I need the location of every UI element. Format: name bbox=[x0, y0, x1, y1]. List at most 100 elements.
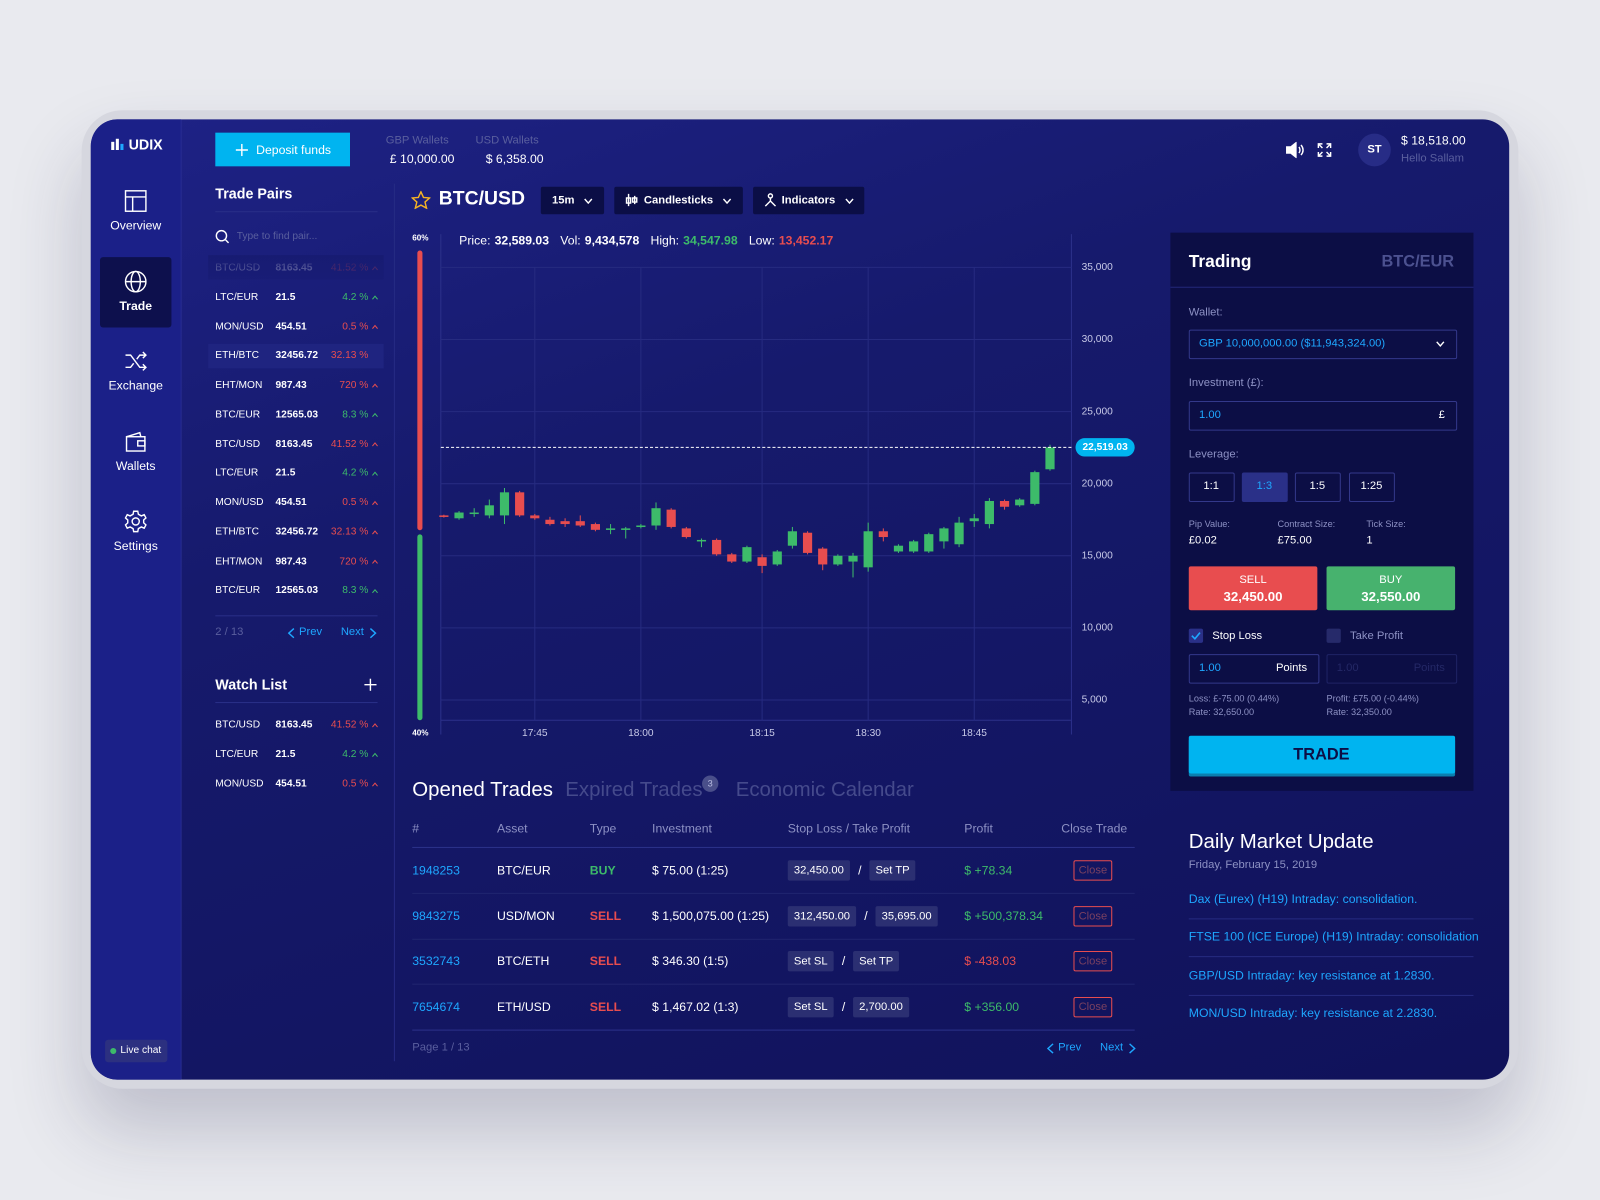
buy-button[interactable] bbox=[1326, 566, 1456, 611]
column-header: Asset bbox=[496, 821, 528, 836]
investment: $ 75.00 (1:25) bbox=[652, 863, 729, 878]
leverage-option[interactable] bbox=[1241, 472, 1288, 503]
leverage-label[interactable]: 1:25 bbox=[1360, 480, 1383, 493]
nav-item[interactable]: Settings bbox=[113, 538, 158, 553]
points-input[interactable] bbox=[1326, 654, 1458, 684]
live-chat[interactable]: Live chat bbox=[120, 1044, 162, 1057]
investment-input[interactable] bbox=[1188, 401, 1458, 431]
close-button[interactable]: Close bbox=[1073, 905, 1113, 927]
pair-name[interactable]: ETH/BTC bbox=[215, 350, 259, 362]
divider bbox=[412, 938, 1135, 940]
pair-name[interactable]: ETH/BTC bbox=[215, 526, 259, 538]
greeting: Hello Sallam bbox=[1401, 152, 1465, 165]
tab[interactable]: Economic Calendar bbox=[735, 778, 914, 802]
favorite-star[interactable] bbox=[411, 190, 431, 210]
candle-body bbox=[575, 521, 585, 526]
trade-button[interactable] bbox=[1188, 735, 1456, 774]
add-watch-button[interactable] bbox=[364, 678, 377, 691]
points-input[interactable] bbox=[1188, 654, 1320, 684]
tab[interactable]: Expired Trades bbox=[565, 778, 703, 802]
pair-name[interactable]: BTC/EUR bbox=[215, 409, 261, 421]
pair-name[interactable]: MON/USD bbox=[215, 320, 264, 333]
news-item[interactable]: MON/USD Intraday: key resistance at 2.28… bbox=[1188, 1006, 1438, 1021]
take-profit[interactable]: Set TP bbox=[853, 951, 900, 972]
prev-button[interactable]: Prev bbox=[298, 625, 323, 639]
chart-type[interactable]: Candlesticks bbox=[643, 194, 714, 207]
pair-name[interactable]: BTC/USD bbox=[215, 719, 261, 731]
take-profit[interactable]: Set TP bbox=[869, 860, 916, 881]
prev-button[interactable]: Prev bbox=[1058, 1041, 1082, 1054]
wallet-select[interactable] bbox=[1188, 329, 1458, 360]
leverage-option[interactable] bbox=[1294, 472, 1341, 503]
interval-select[interactable] bbox=[540, 186, 605, 215]
close-button[interactable]: Close bbox=[1073, 860, 1113, 881]
indicators-select[interactable] bbox=[753, 186, 865, 215]
next-button[interactable]: Next bbox=[340, 625, 364, 639]
take-profit[interactable]: 2,700.00 bbox=[853, 997, 910, 1018]
pair-name[interactable]: BTC/USD bbox=[215, 438, 261, 450]
pair-name[interactable]: BTC/EUR bbox=[215, 585, 261, 597]
next-button[interactable]: Next bbox=[1099, 1041, 1124, 1054]
news-item[interactable]: FTSE 100 (ICE Europe) (H19) Intraday: co… bbox=[1188, 929, 1479, 945]
chart-type-select[interactable] bbox=[614, 186, 743, 215]
news-item[interactable]: Dax (Eurex) (H19) Intraday: consolidatio… bbox=[1188, 891, 1418, 906]
investment-value[interactable]: 1.00 bbox=[1198, 408, 1221, 421]
sell-price[interactable]: 32,450.00 bbox=[1223, 588, 1283, 605]
tab-active[interactable]: Opened Trades bbox=[412, 778, 553, 802]
news-item[interactable]: GBP/USD Intraday: key resistance at 1.28… bbox=[1188, 967, 1435, 983]
fullscreen-icon[interactable] bbox=[1317, 143, 1332, 157]
leverage-label[interactable]: 1:3 bbox=[1256, 480, 1273, 493]
checkmark bbox=[1191, 632, 1201, 640]
candle-body bbox=[530, 515, 540, 519]
candle-body bbox=[833, 555, 843, 565]
pair-name[interactable]: LTC/EUR bbox=[215, 748, 259, 761]
leverage-option[interactable] bbox=[1188, 472, 1235, 503]
pair-name[interactable]: MON/USD bbox=[215, 497, 264, 509]
stop-loss[interactable]: 32,450.00 bbox=[787, 860, 850, 881]
avatar[interactable] bbox=[1358, 133, 1391, 167]
pair-name[interactable]: MON/USD bbox=[215, 778, 264, 790]
buy-price[interactable]: 32,550.00 bbox=[1361, 588, 1421, 605]
stat-value: 9,434,578 bbox=[584, 233, 640, 248]
pair-name[interactable]: LTC/EUR bbox=[215, 291, 259, 303]
nav-item[interactable]: Exchange bbox=[108, 378, 163, 393]
sound-icon[interactable] bbox=[1286, 141, 1305, 159]
trade-id[interactable]: 1948253 bbox=[412, 863, 460, 878]
checkbox[interactable] bbox=[1188, 628, 1204, 643]
live-chat-button[interactable] bbox=[105, 1039, 168, 1063]
nav-item[interactable]: Trade bbox=[119, 298, 153, 314]
close-button[interactable]: Close bbox=[1073, 997, 1113, 1018]
trade-label[interactable]: TRADE bbox=[1293, 746, 1350, 764]
nav-item[interactable]: Wallets bbox=[115, 458, 156, 474]
sell-button[interactable] bbox=[1188, 566, 1318, 611]
trade-id[interactable]: 3532743 bbox=[412, 954, 460, 969]
sell-label[interactable]: SELL bbox=[1239, 573, 1267, 587]
stop-loss[interactable]: Set SL bbox=[787, 997, 834, 1018]
pair-name[interactable]: EHT/MON bbox=[215, 555, 263, 568]
indicators[interactable]: Indicators bbox=[781, 194, 836, 207]
pair-name[interactable]: EHT/MON bbox=[215, 379, 263, 391]
trend-caret bbox=[372, 442, 378, 447]
trade-id[interactable]: 7654674 bbox=[412, 999, 460, 1015]
interval[interactable]: 15m bbox=[552, 194, 575, 207]
stop-loss[interactable]: 312,450.00 bbox=[787, 905, 857, 927]
stop-loss[interactable]: Set SL bbox=[787, 951, 834, 972]
leverage-label[interactable]: 1:1 bbox=[1203, 480, 1220, 493]
profit: $ +500,378.34 bbox=[964, 908, 1043, 923]
close-button[interactable]: Close bbox=[1073, 951, 1113, 972]
nav-item[interactable]: Overview bbox=[110, 218, 162, 233]
leverage-option[interactable] bbox=[1348, 472, 1395, 503]
pair-name[interactable]: LTC/EUR bbox=[215, 467, 259, 479]
trade-icon bbox=[124, 270, 147, 293]
buy-label[interactable]: BUY bbox=[1379, 573, 1403, 587]
search-input[interactable]: Type to find pair... bbox=[236, 230, 318, 242]
checkbox[interactable] bbox=[1326, 628, 1341, 643]
checkbox-label[interactable]: Stop Loss bbox=[1212, 630, 1263, 643]
divider bbox=[1188, 956, 1474, 958]
trade-id[interactable]: 9843275 bbox=[412, 908, 460, 923]
take-profit[interactable]: 35,695.00 bbox=[875, 905, 938, 927]
wallet-value[interactable]: GBP 10,000,000.00 ($11,943,324.00) bbox=[1198, 337, 1386, 350]
leverage-label[interactable]: 1:5 bbox=[1309, 480, 1326, 493]
checkbox-label[interactable]: Take Profit bbox=[1349, 630, 1404, 643]
deposit-label[interactable]: Deposit funds bbox=[256, 142, 332, 157]
